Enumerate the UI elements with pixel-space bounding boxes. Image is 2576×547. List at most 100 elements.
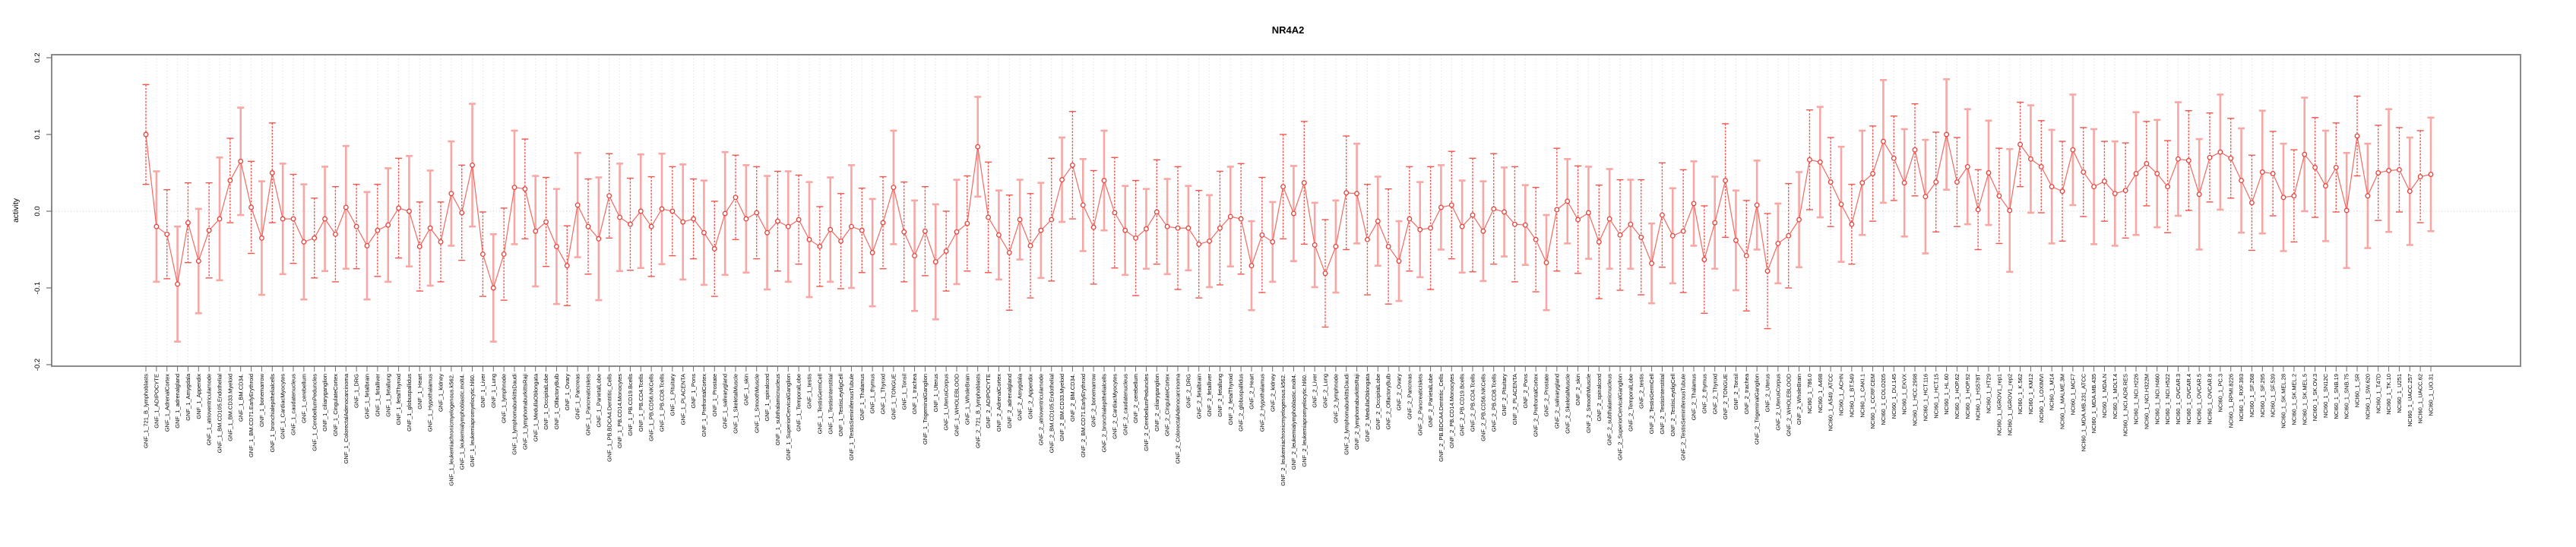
x-category-label: GNF_2_MedullaOblongata [1364,373,1371,441]
data-point [1669,232,1676,239]
data-point [332,231,338,237]
x-category-label: NCI60_1_IGROV1_rep2 [2006,374,2013,435]
x-category-label: NCI60_1_HOP.62 [1954,374,1960,419]
x-category-label: GNF_1_PB.CD19.Bcells [627,374,634,436]
x-category-label: GNF_1_salivarygland [722,374,729,428]
data-point [1828,179,1834,185]
x-category-label: GNF_1_TestisLeydigCell [837,374,844,437]
x-category-label: GNF_2_Uterus [1764,374,1771,413]
data-point [1923,194,1929,200]
data-point [1154,209,1160,215]
error-bar [1280,134,1287,240]
error-bar [163,189,171,280]
data-point [175,281,181,287]
data-point [1238,216,1244,222]
x-category-label: GNF_1_fetalliver [374,374,381,417]
x-category-label: GNF_1_globuspallidus [406,374,413,432]
data-point [574,202,581,208]
data-point [2070,147,2076,153]
data-point [2144,160,2150,166]
x-category-label: GNF_1_Lung [490,374,497,408]
x-category-label: GNF_1_TrigeminalGanglion [922,374,929,444]
data-point [1585,210,1591,216]
error-bar [606,153,613,239]
x-category-label: GNF_2_fetalbrain [1195,374,1202,419]
data-point [353,223,359,229]
data-point [1207,238,1213,244]
data-point [743,216,749,222]
data-point [1080,202,1086,208]
data-point [238,158,244,164]
x-category-label: NCI60_1_DU.145 [1891,374,1897,419]
data-point [869,250,875,255]
x-category-label: GNF_1_skin [742,374,749,406]
x-category-label: NCI60_1_MOLT.4 [2112,374,2119,419]
data-point [1659,212,1665,218]
x-category-label: GNF_1_PB.CD8.Tcells [659,374,666,432]
x-category-label: GNF_2_PB.CD8.Tcells [1490,374,1497,432]
x-category-label: GNF_1_lymphomaburkittsRaji [521,374,528,450]
data-point [1090,224,1097,230]
data-point [2333,164,2339,170]
x-category-label: NCI60_1_UO.31 [2428,374,2435,416]
error-bar [1406,166,1413,272]
x-category-label: GNF_2_PB.CD14.Monocytes [1448,374,1455,448]
data-point [2081,169,2087,175]
x-category-label: GNF_2_CingulateCortex [1164,374,1171,436]
error-bar [1679,169,1687,293]
data-point [1112,210,1118,216]
data-point [459,210,465,216]
data-point [1270,239,1276,245]
error-bar [1490,153,1498,265]
data-point [1470,212,1476,218]
data-point [648,223,654,229]
data-point [1511,221,1517,227]
data-point [206,227,212,233]
y-tick-label: -0.2 [33,359,42,371]
x-category-label: GNF_2_caudatenucleus [1122,374,1128,435]
error-bar [1827,137,1834,227]
x-category-label: NCI60_1_SNB.19 [2333,374,2340,419]
x-category-label: NCI60_1_HOP.92 [1964,374,1971,419]
x-category-label: GNF_2_adrenalgland [1006,374,1013,428]
x-category-label: GNF_1_OlfactoryBulb [553,374,560,429]
data-point [1428,225,1434,231]
x-category-label: GNF_2_TestisLeydigCell [1669,374,1676,437]
data-point [1986,170,1992,175]
data-point [427,225,433,231]
x-category-label: NCI60_1_M14 [2049,374,2055,410]
x-category-label: GNF_1_Pancreas [574,374,581,419]
data-point [1712,220,1718,226]
data-point [1175,225,1181,231]
x-category-label: GNF_1_TestisGermCell [816,374,823,435]
x-category-label: GNF_1_CingulateCortex [332,374,339,436]
x-category-label: GNF_1_PB.CD4.Tcells [638,374,644,432]
x-category-label: NCI60_1_EKVX [1901,374,1908,415]
x-category-label: GNF_1_Tonsil [900,374,907,410]
y-tick-label: -0.1 [33,282,42,294]
x-category-label: NCI60_1_BT.549 [1848,374,1855,417]
error-bar [1363,183,1371,296]
data-point [1343,190,1350,196]
data-point [711,246,717,251]
error-bar [1111,157,1119,269]
data-point [1333,244,1339,249]
x-category-label: GNF_1_UterusCorpus [943,374,950,431]
data-point [2375,170,2381,175]
x-category-label: GNF_1_TestisInterstitial [827,374,834,435]
data-point [754,210,760,216]
x-category-label: GNF_2_Hypothalamus [1258,374,1265,432]
x-category-label: GNF_2_OlfactoryBulb [1385,374,1392,429]
x-category-label: NCI60_1_NCI.H522 [2164,374,2171,425]
x-category-label: GNF_1_PB.BDCA4.Dentritic_Cells [606,374,612,462]
x-category-label: GNF_2_Pancreas [1406,374,1413,419]
data-point [2428,172,2434,177]
data-point [964,220,970,226]
data-point [828,226,834,232]
x-category-label: GNF_1_ParietalLobe [595,374,602,427]
data-point [669,208,676,214]
error-bar [1658,162,1666,268]
data-point [1290,210,1296,217]
data-layer [142,77,2435,343]
data-point [1575,217,1581,223]
